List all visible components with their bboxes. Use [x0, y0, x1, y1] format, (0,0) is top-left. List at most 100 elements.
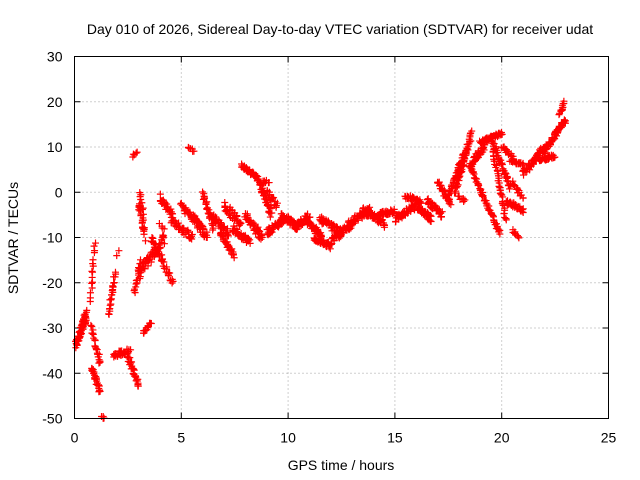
- data-point: [326, 245, 334, 253]
- data-point: [88, 322, 96, 330]
- data-point: [132, 149, 140, 157]
- data-point: [199, 188, 207, 196]
- data-point: [185, 228, 193, 236]
- data-point: [498, 130, 506, 138]
- data-point: [88, 267, 96, 275]
- data-point: [163, 265, 171, 273]
- data-points: [72, 97, 569, 422]
- data-point: [523, 165, 531, 173]
- y-tick-labels: -50 -40 -30 -20 -10 0 10 20 30: [42, 49, 62, 427]
- data-point: [255, 227, 263, 235]
- data-point: [203, 231, 211, 239]
- y-tick-label: -50: [42, 411, 62, 427]
- data-point: [82, 314, 90, 322]
- data-point: [246, 239, 254, 247]
- data-point: [561, 117, 569, 125]
- data-point: [89, 268, 97, 276]
- data-point: [464, 142, 472, 150]
- data-point: [268, 209, 276, 217]
- data-point: [502, 216, 510, 224]
- data-point: [88, 279, 96, 287]
- x-tick-label: 20: [494, 430, 510, 446]
- data-point: [160, 225, 168, 233]
- data-point: [86, 289, 94, 297]
- data-point: [480, 146, 488, 154]
- data-point: [330, 237, 338, 245]
- data-point: [160, 258, 168, 266]
- data-point: [473, 155, 481, 163]
- data-point: [439, 187, 447, 195]
- y-tick-label: -10: [42, 230, 62, 246]
- data-point: [225, 210, 233, 218]
- y-tick-label: 10: [47, 139, 63, 155]
- x-tick-label: 0: [71, 430, 79, 446]
- data-point: [505, 185, 513, 193]
- data-point: [209, 226, 217, 234]
- data-point: [427, 212, 435, 220]
- data-point: [506, 198, 514, 206]
- data-point: [510, 181, 518, 189]
- x-tick-label: 5: [177, 430, 185, 446]
- data-point: [469, 169, 477, 177]
- data-point: [202, 199, 210, 207]
- data-point: [519, 194, 527, 202]
- data-point: [468, 127, 476, 135]
- data-point: [153, 244, 161, 252]
- data-point: [199, 226, 207, 234]
- data-point: [272, 203, 280, 211]
- data-point: [159, 255, 167, 263]
- chart-title: Day 010 of 2026, Sidereal Day-to-day VTE…: [87, 21, 593, 37]
- data-point: [184, 227, 192, 235]
- y-tick-label: 20: [47, 94, 63, 110]
- data-point: [159, 234, 167, 242]
- data-point: [461, 196, 469, 204]
- data-point: [519, 208, 527, 216]
- data-point: [445, 200, 453, 208]
- data-point: [273, 199, 281, 207]
- data-point: [266, 213, 274, 221]
- data-point: [147, 320, 155, 328]
- data-point: [489, 212, 497, 220]
- x-axis-title: GPS time / hours: [288, 457, 395, 473]
- data-point: [107, 296, 115, 304]
- data-point: [265, 179, 273, 187]
- data-point: [249, 219, 257, 227]
- data-point: [416, 198, 424, 206]
- data-point: [89, 256, 97, 264]
- data-point: [496, 230, 504, 238]
- data-point: [237, 219, 245, 227]
- data-point: [479, 192, 487, 200]
- data-point: [198, 221, 206, 229]
- data-point: [486, 133, 494, 141]
- data-point: [496, 189, 504, 197]
- data-point: [113, 252, 121, 260]
- data-point: [390, 205, 398, 213]
- data-point: [560, 97, 568, 105]
- data-point: [148, 233, 156, 241]
- data-point: [515, 234, 523, 242]
- data-point: [201, 194, 209, 202]
- y-tick-label: 30: [47, 49, 63, 65]
- data-point: [87, 321, 95, 329]
- data-point: [126, 354, 134, 362]
- x-tick-labels: 0 5 10 15 20 25: [71, 430, 617, 446]
- data-point: [138, 199, 146, 207]
- data-point: [265, 208, 273, 216]
- data-point: [139, 204, 147, 212]
- data-point: [230, 254, 238, 262]
- data-point: [460, 156, 468, 164]
- data-point: [127, 346, 135, 354]
- data-point: [189, 211, 197, 219]
- data-point: [115, 247, 123, 255]
- data-point: [141, 237, 149, 245]
- data-point: [140, 230, 148, 238]
- data-point: [137, 195, 145, 203]
- data-point: [139, 224, 147, 232]
- data-point: [90, 242, 98, 250]
- data-point: [437, 213, 445, 221]
- data-point: [166, 269, 174, 277]
- data-point: [96, 387, 104, 395]
- data-point: [438, 208, 446, 216]
- data-point: [138, 206, 146, 214]
